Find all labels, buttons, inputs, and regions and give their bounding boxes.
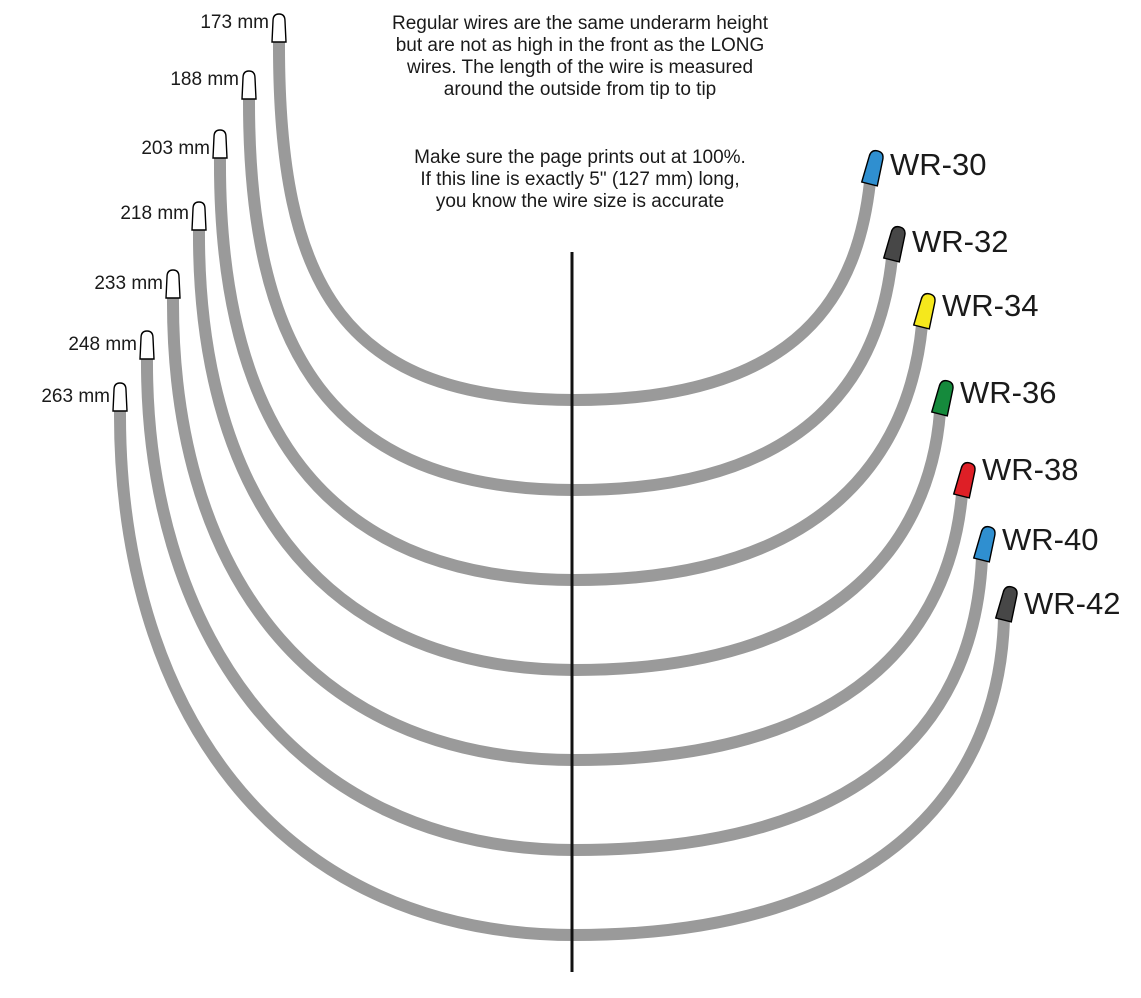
note-line: you know the wire size is accurate <box>435 191 725 212</box>
left-tip-wr-42 <box>112 382 128 412</box>
left-tip-wr-36 <box>191 201 207 231</box>
note-line: If this line is exactly 5" (127 mm) long… <box>420 169 740 190</box>
size-label-wr-32: WR-32 <box>912 224 1008 259</box>
note-line: Regular wires are the same underarm heig… <box>392 13 768 34</box>
note-line: Make sure the page prints out at 100%. <box>414 147 746 168</box>
size-label-wr-40: WR-40 <box>1002 522 1098 557</box>
length-label-wr-30: 173 mm <box>200 12 269 33</box>
wire-wr-34 <box>213 155 928 587</box>
length-label-wr-34: 203 mm <box>141 138 210 159</box>
size-label-wr-42: WR-42 <box>1024 586 1120 621</box>
left-tip-wr-30 <box>271 13 287 43</box>
wire-wr-32 <box>242 96 898 497</box>
length-label-wr-32: 188 mm <box>170 69 239 90</box>
left-tip-wr-34 <box>212 129 228 159</box>
wire-wr-40 <box>140 356 988 857</box>
right-tip-wr-42 <box>994 585 1018 623</box>
left-tip-wr-38 <box>165 269 181 299</box>
right-tip-wr-32 <box>882 225 906 263</box>
left-tip-wr-32 <box>241 70 257 100</box>
left-tip-wr-40 <box>139 330 155 360</box>
note-line: wires. The length of the wire is measure… <box>406 57 754 78</box>
length-label-wr-38: 233 mm <box>94 273 163 294</box>
note-line: but are not as high in the front as the … <box>395 35 765 56</box>
right-tip-wr-40 <box>972 525 996 563</box>
tips-layer <box>112 13 1018 623</box>
wire-wr-38 <box>166 295 968 767</box>
size-label-wr-30: WR-30 <box>890 147 986 182</box>
size-label-wr-38: WR-38 <box>982 452 1078 487</box>
length-label-wr-40: 248 mm <box>68 334 137 355</box>
length-label-wr-36: 218 mm <box>120 203 189 224</box>
right-tip-wr-34 <box>912 292 936 330</box>
wire-wr-30 <box>272 39 876 407</box>
wire-wr-42 <box>113 408 1010 942</box>
right-tip-wr-38 <box>952 461 976 499</box>
right-tip-wr-36 <box>930 379 954 417</box>
wires-layer <box>113 39 1010 942</box>
size-label-wr-34: WR-34 <box>942 288 1038 323</box>
print-scale-note: Make sure the page prints out at 100%. I… <box>310 147 850 213</box>
labels-layer: 173 mm WR-30 188 mm WR-32 203 mm WR-34 218 mm W… <box>41 12 1120 621</box>
wire-wr-36 <box>192 227 946 677</box>
note-line: around the outside from tip to tip <box>443 79 717 100</box>
wire-measurement-note: Regular wires are the same underarm heig… <box>310 13 850 101</box>
right-tip-wr-30 <box>860 149 884 187</box>
size-label-wr-36: WR-36 <box>960 375 1056 410</box>
length-label-wr-42: 263 mm <box>41 386 110 407</box>
